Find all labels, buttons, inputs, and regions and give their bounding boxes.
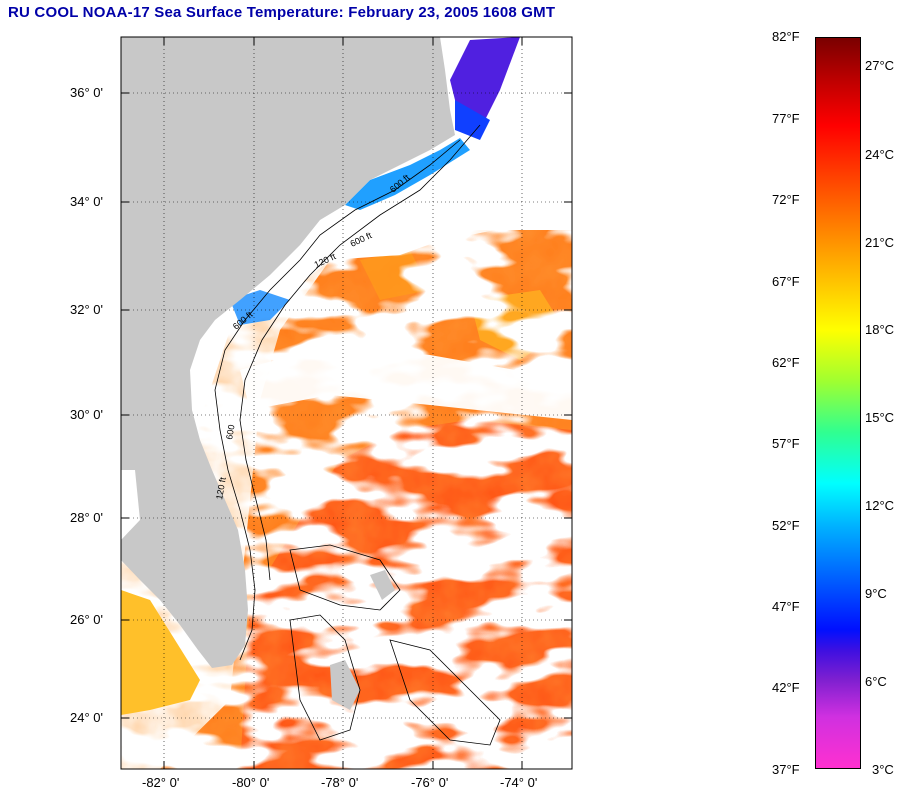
colorbar-c-label: 24°C	[865, 147, 895, 162]
lon-label: -78° 0'	[321, 775, 359, 790]
colorbar-f-label: 72°F	[772, 192, 800, 207]
lat-label: 24° 0'	[70, 710, 103, 725]
contour-label: 120 ft	[214, 476, 228, 500]
colorbar-f-label: 82°F	[772, 29, 800, 44]
cloud-band	[240, 345, 572, 420]
colorbar-c-label: 27°C	[865, 58, 895, 73]
lat-label: 34° 0'	[70, 194, 103, 209]
map-title: RU COOL NOAA-17 Sea Surface Temperature:…	[8, 4, 556, 21]
colorbar-f-label: 57°F	[772, 436, 800, 451]
lat-label: 28° 0'	[70, 510, 103, 525]
bahamas-island	[330, 660, 360, 710]
lat-label: 26° 0'	[70, 612, 103, 627]
lat-label: 32° 0'	[70, 302, 103, 317]
land-mass	[121, 37, 455, 668]
colorbar-f-label: 62°F	[772, 355, 800, 370]
lon-label: -82° 0'	[142, 775, 180, 790]
contour-label: 600	[224, 424, 236, 441]
map-frame	[120, 36, 573, 770]
colorbar-c-label: 18°C	[865, 322, 895, 337]
colorbar-f-label: 37°F	[772, 762, 800, 777]
colorbar-c-label: 6°C	[865, 674, 887, 689]
lon-label: -80° 0'	[232, 775, 270, 790]
colorbar-c-label: 21°C	[865, 235, 895, 250]
lat-label: 30° 0'	[70, 407, 103, 422]
contour-600ft	[239, 124, 481, 581]
contour-120ft	[214, 139, 461, 661]
colorbar-f-label: 42°F	[772, 680, 800, 695]
colorbar-c-label: 9°C	[865, 586, 887, 601]
colorbar-f-label: 67°F	[772, 274, 800, 289]
colorbar-c-label: 12°C	[865, 498, 895, 513]
colorbar-f-label: 52°F	[772, 518, 800, 533]
colorbar-c-label: 3°C	[872, 762, 894, 777]
colorbar-c-label: 15°C	[865, 410, 895, 425]
lat-label: 36° 0'	[70, 85, 103, 100]
colorbar-f-label: 77°F	[772, 111, 800, 126]
temperature-colorbar	[815, 37, 861, 769]
gulf-of-mexico-water	[121, 590, 200, 715]
lon-label: -76° 0'	[411, 775, 449, 790]
lon-label: -74° 0'	[500, 775, 538, 790]
cold-shelf-water	[345, 138, 470, 210]
colorbar-f-label: 47°F	[772, 599, 800, 614]
